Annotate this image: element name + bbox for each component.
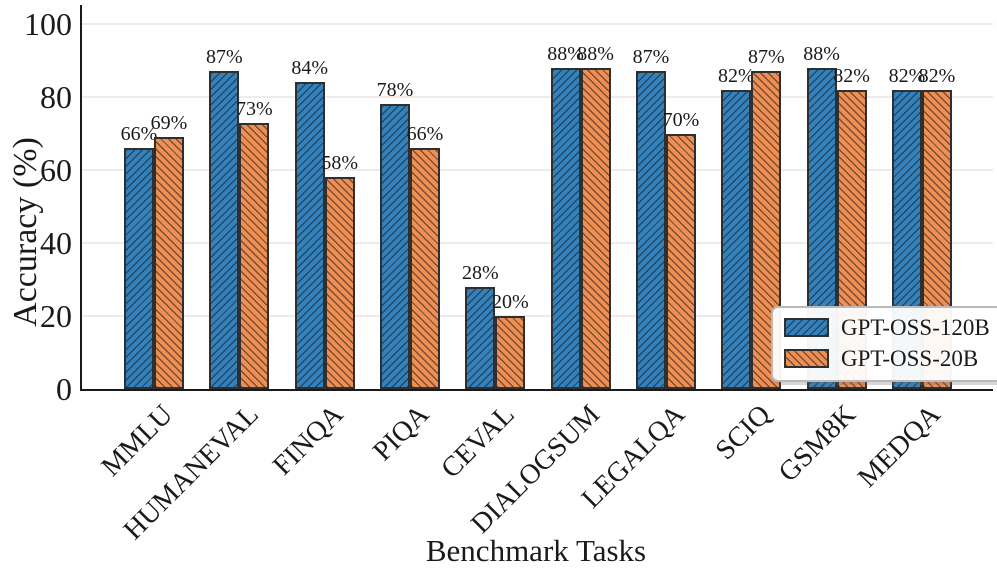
legend-swatch-icon [784, 318, 829, 338]
bar-group: 78% 66% [377, 79, 443, 389]
bar-value-label: 70% [662, 108, 700, 131]
gridline [82, 242, 993, 244]
bar-value-label: 82% [833, 64, 870, 87]
bar-value-label: 82% [918, 64, 956, 87]
bar-value-label: 66% [120, 123, 158, 146]
bar-value-label: 78% [376, 79, 414, 102]
bar-value-label: 58% [321, 152, 358, 175]
bar-group: 87% 70% [633, 46, 699, 389]
bar-group: 28% 20% [462, 262, 529, 389]
gridline [82, 315, 993, 317]
x-tick-label: SCIQ [709, 399, 777, 467]
bar: 82% [718, 65, 755, 389]
bar: 84% [291, 57, 328, 389]
x-tick-label: CEVAL [434, 399, 521, 485]
y-tick-label: 20 [40, 298, 72, 334]
bar: 66% [121, 123, 157, 389]
legend-label: GPT-OSS-120B [841, 315, 990, 340]
bar-value-label: 28% [461, 261, 499, 284]
bar-value-label: 87% [632, 46, 670, 69]
bar-value-label: 20% [491, 291, 529, 313]
legend-swatch-icon [784, 349, 829, 369]
bar: 69% [151, 112, 187, 389]
bar-value-label: 73% [235, 97, 273, 120]
x-tick-label: FINQA [267, 399, 350, 482]
bar-value-label: 87% [747, 46, 785, 69]
x-tick-label: MMLU [95, 399, 179, 483]
bar: 88% [547, 43, 584, 389]
x-tick-label: PIQA [366, 399, 435, 468]
bar-value-label: 84% [291, 57, 328, 80]
y-tick-label: 100 [24, 6, 72, 42]
gridline [82, 23, 993, 25]
y-tick-label: 0 [56, 371, 72, 407]
bar-value-label: 82% [717, 64, 755, 87]
y-tick-label: 40 [40, 225, 72, 261]
bar-group: 88% 88% [547, 43, 614, 389]
bar-group: 87% 73% [206, 46, 273, 389]
bar: 87% [206, 46, 243, 389]
bar-group: 66% 69% [121, 112, 187, 389]
plot-area: 66% 69% 87% 73% 84% 58% 78% 66% 28% 20% 88% 88% 87% 7… [80, 5, 993, 391]
bar-value-label: 88% [547, 42, 584, 65]
bar-value-label: 82% [888, 64, 926, 87]
gridline [82, 169, 993, 171]
bar-value-label: 69% [150, 112, 188, 135]
legend-label: GPT-OSS-20B [841, 346, 979, 372]
y-tick-label: 60 [40, 152, 72, 188]
bar: 58% [321, 152, 358, 389]
legend-item: GPT-OSS-120B [784, 315, 990, 340]
legend: GPT-OSS-120B GPT-OSS-20B [771, 306, 997, 382]
bar: 87% [633, 46, 669, 389]
x-tick-label: MEDQA [852, 399, 947, 494]
bar: 73% [236, 98, 273, 389]
gridline [82, 96, 993, 98]
bar: 66% [407, 123, 443, 389]
bar: 88% [577, 43, 614, 389]
bar: 20% [492, 291, 529, 389]
bar: 78% [377, 79, 413, 389]
legend-item: GPT-OSS-20B [784, 346, 990, 371]
y-tick-label: 80 [40, 79, 72, 115]
bar: 28% [462, 262, 499, 389]
bar-value-label: 88% [577, 42, 614, 65]
bar-group: 82% 87% [718, 46, 785, 389]
bar: 70% [663, 109, 699, 389]
x-axis-label: Benchmark Tasks [425, 533, 647, 568]
bar-value-label: 87% [205, 46, 243, 69]
bar-value-label: 66% [406, 123, 444, 146]
bar-group: 84% 58% [291, 57, 358, 389]
x-tick-label: GSM8K [772, 399, 862, 489]
bar-value-label: 88% [803, 42, 840, 65]
